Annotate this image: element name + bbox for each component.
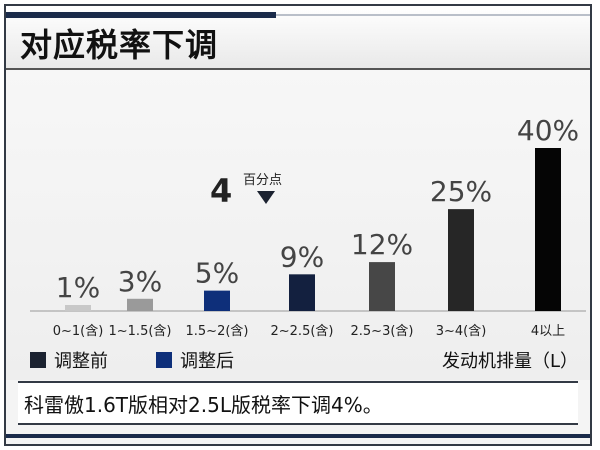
tick-label-2: 1~1.5(含)	[109, 323, 172, 339]
bar-5	[369, 262, 395, 311]
chart-frame: 对应税率下调 1% 0~1(含) 3% 1~1.5(含) 5% 1.5~2(含) 9% 2~2…	[4, 4, 592, 446]
down-arrow-icon	[257, 191, 275, 204]
bar-6	[448, 209, 474, 311]
footer-note-box: 科雷傲1.6T版相对2.5L版税率下调4%。	[18, 381, 578, 425]
chart-title: 对应税率下调	[20, 26, 219, 64]
bar-chart: 1% 0~1(含) 3% 1~1.5(含) 5% 1.5~2(含) 9% 2~2.5(含) 12…	[30, 114, 586, 372]
legend-label-before: 调整前	[54, 351, 108, 372]
bar-2	[127, 298, 153, 311]
tick-label-1: 0~1(含)	[53, 323, 104, 339]
tick-label-4: 2~2.5(含)	[271, 323, 334, 339]
title-band: 对应税率下调	[6, 6, 590, 70]
data-label-1: 1%	[56, 271, 100, 304]
data-label-4: 9%	[280, 240, 324, 273]
data-label-3: 5%	[195, 257, 239, 290]
data-label-2: 3%	[118, 265, 162, 298]
legend-swatch-after	[156, 352, 172, 368]
title-rule	[276, 14, 590, 16]
bar-7	[535, 148, 561, 311]
callout-unit: 百分点	[243, 173, 282, 188]
bar-1	[65, 305, 91, 311]
data-label-5: 12%	[351, 228, 413, 261]
callout-number: 4	[210, 172, 232, 210]
tick-label-6: 3~4(含)	[436, 323, 487, 339]
tick-label-3: 1.5~2(含)	[186, 323, 249, 339]
data-label-6: 25%	[430, 175, 492, 208]
bar-3	[204, 290, 230, 311]
bar-4	[289, 274, 315, 311]
legend-swatch-before	[30, 352, 46, 368]
chart-panel: 1% 0~1(含) 3% 1~1.5(含) 5% 1.5~2(含) 9% 2~2.5(含) 12…	[6, 70, 590, 380]
title-accent-bar	[6, 12, 276, 18]
footer-note: 科雷傲1.6T版相对2.5L版税率下调4%。	[24, 393, 383, 417]
data-label-7: 40%	[517, 114, 579, 147]
tick-label-5: 2.5~3(含)	[351, 323, 414, 339]
x-axis-title: 发动机排量（L）	[442, 351, 578, 372]
legend-label-after: 调整后	[180, 351, 234, 372]
tick-label-7: 4以上	[531, 324, 565, 339]
bottom-rule	[6, 434, 590, 438]
